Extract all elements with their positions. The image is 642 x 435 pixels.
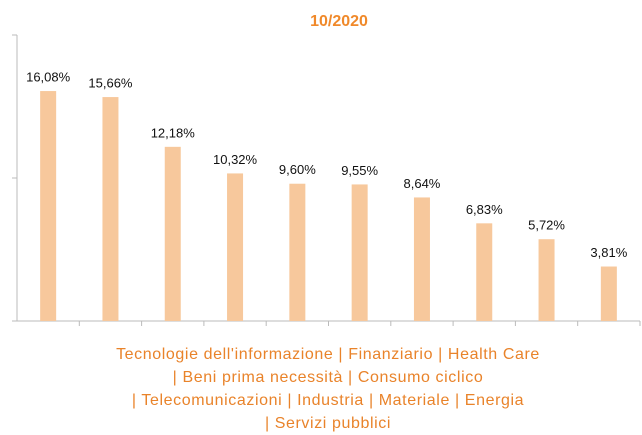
bar xyxy=(40,91,57,321)
bar xyxy=(538,239,555,321)
value-label: 9,55% xyxy=(341,163,378,178)
bar xyxy=(600,266,617,321)
x-axis-label: | Telecomunicazioni | Industria | Materi… xyxy=(132,392,524,409)
value-label: 3,81% xyxy=(590,245,627,260)
bar xyxy=(102,97,119,321)
value-label: 12,18% xyxy=(151,125,196,140)
bar xyxy=(164,146,181,321)
x-axis-label: | Beni prima necessità | Consumo ciclico xyxy=(173,369,484,386)
value-label: 10,32% xyxy=(213,152,258,167)
bar xyxy=(476,223,493,321)
x-axis-label: | Servizi pubblici xyxy=(265,415,391,432)
x-axis-label: Tecnologie dell'informazione | Finanziar… xyxy=(116,346,540,363)
value-label: 6,83% xyxy=(466,202,503,217)
value-label: 8,64% xyxy=(404,176,441,191)
bar xyxy=(351,184,368,321)
bar xyxy=(227,173,244,321)
value-label: 16,08% xyxy=(26,69,71,84)
chart-title: 10/2020 xyxy=(310,13,368,30)
value-label: 15,66% xyxy=(88,75,133,90)
value-label: 5,72% xyxy=(528,218,565,233)
bar xyxy=(289,183,306,321)
bar xyxy=(413,197,430,321)
value-label: 9,60% xyxy=(279,162,316,177)
